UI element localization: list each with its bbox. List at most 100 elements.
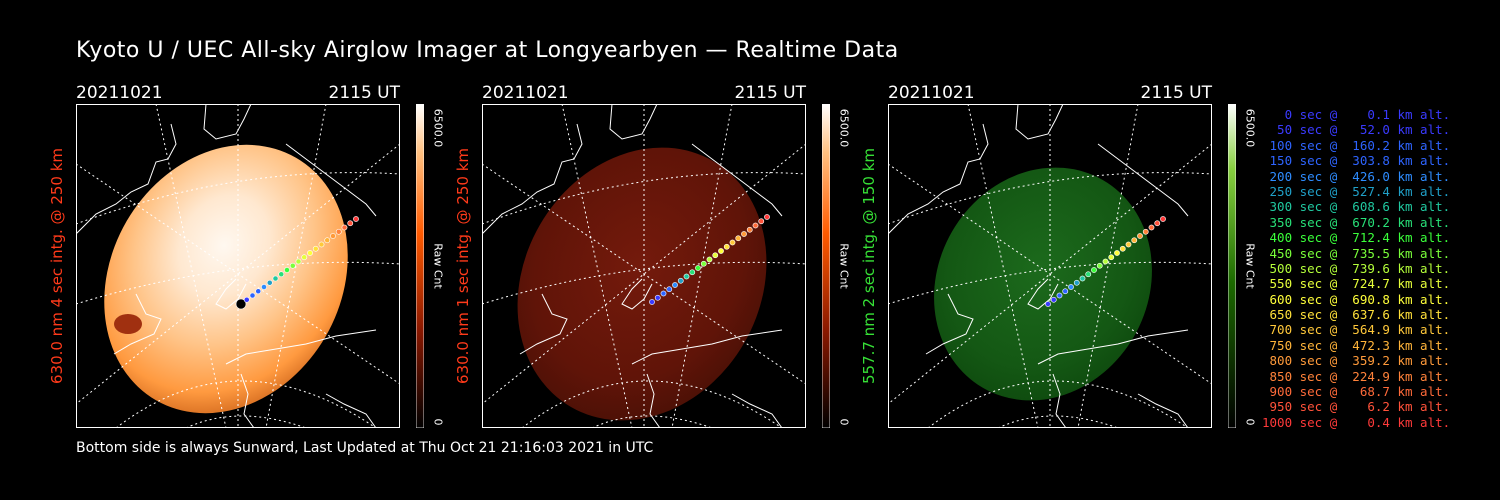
legend-entry: 400 sec @ 712.4 km alt. xyxy=(1262,230,1451,246)
panel-date: 20211021 xyxy=(76,83,163,103)
legend-entry: 450 sec @ 735.5 km alt. xyxy=(1262,245,1451,261)
legend-entry: 500 sec @ 739.6 km alt. xyxy=(1262,260,1451,276)
coastline xyxy=(888,123,989,235)
trajectory-point xyxy=(1160,216,1166,222)
trajectory-point xyxy=(318,241,325,248)
trajectory-point xyxy=(718,248,724,254)
latlon-grid-line xyxy=(76,163,400,385)
trajectory-point xyxy=(1142,228,1149,235)
legend-entry: 600 sec @ 690.8 km alt. xyxy=(1262,291,1451,307)
colorbar-min: 0 xyxy=(1243,418,1257,426)
image-panel-1: 20211021 2115 UT 630.0 nm 4 sec intg. @ 25… xyxy=(48,80,496,430)
trajectory-point xyxy=(243,296,250,303)
footer-note: Bottom side is always Sunward, Last Upda… xyxy=(76,440,654,456)
coastline xyxy=(691,143,783,217)
legend-entry: 950 sec @ 6.2 km alt. xyxy=(1262,399,1451,415)
trajectory-point xyxy=(1131,237,1138,244)
coastline xyxy=(285,143,377,217)
coastline xyxy=(646,373,661,428)
legend-entry: 200 sec @ 426.0 km alt. xyxy=(1262,168,1451,184)
latlon-grid-line xyxy=(521,380,783,428)
trajectory-point xyxy=(649,299,655,305)
legend-entry: 250 sec @ 527.4 km alt. xyxy=(1262,183,1451,199)
trajectory-point xyxy=(712,252,719,259)
coastline xyxy=(1015,104,1064,140)
allsky-image xyxy=(482,104,806,428)
legend-entry: 900 sec @ 68.7 km alt. xyxy=(1262,384,1451,400)
trajectory-point xyxy=(324,237,331,244)
legend-entry: 150 sec @ 303.8 km alt. xyxy=(1262,153,1451,169)
coastline xyxy=(240,373,255,428)
trajectory-point xyxy=(1148,224,1155,231)
trajectory-point xyxy=(1045,301,1051,307)
trajectory-point xyxy=(1108,254,1115,261)
dark-patch xyxy=(114,314,142,334)
trajectory-point xyxy=(700,260,707,267)
panel-ylabel-text: 630.0 nm 1 sec intg. @ 250 km xyxy=(454,147,472,385)
colorbar-gradient xyxy=(1228,104,1236,428)
trajectory-point xyxy=(1050,296,1057,303)
trajectory-point xyxy=(312,245,319,252)
coastline xyxy=(631,329,783,365)
coastline xyxy=(925,293,974,355)
trajectory-point xyxy=(1085,271,1092,278)
colorbar xyxy=(416,104,424,428)
latlon-grid-line xyxy=(997,415,1119,428)
trajectory-point xyxy=(1102,258,1109,265)
trajectory-point xyxy=(677,277,684,284)
trajectory-point xyxy=(758,218,765,225)
colorbar-labels: 6500.0 Raw Cnt 0 xyxy=(834,104,854,428)
trajectory-point xyxy=(235,298,247,310)
coastline xyxy=(225,329,377,365)
trajectory-point xyxy=(249,292,256,299)
trajectory-point xyxy=(266,279,273,286)
trajectory-point xyxy=(666,286,673,293)
colorbar-labels: 6500.0 Raw Cnt 0 xyxy=(1240,104,1260,428)
panel-time: 2115 UT xyxy=(1140,83,1213,103)
trajectory-point xyxy=(706,256,713,263)
coastline xyxy=(203,104,252,140)
latlon-grid-line xyxy=(927,380,1189,428)
trajectory-point xyxy=(689,269,696,276)
legend-entry: 800 sec @ 359.2 km alt. xyxy=(1262,353,1451,369)
page-title: Kyoto U / UEC All-sky Airglow Imager at … xyxy=(76,38,899,63)
coastline xyxy=(325,393,377,428)
trajectory-point xyxy=(255,288,262,295)
panel-ylabel: 630.0 nm 1 sec intg. @ 250 km xyxy=(452,104,474,428)
coastline xyxy=(731,393,783,428)
latlon-grid-line xyxy=(115,380,377,428)
trajectory-point xyxy=(1114,250,1120,256)
legend-entry: 750 sec @ 472.3 km alt. xyxy=(1262,337,1451,353)
colorbar-max: 6500.0 xyxy=(1243,108,1257,148)
colorbar-max: 6500.0 xyxy=(837,108,851,148)
latlon-grid-line xyxy=(967,104,1039,428)
trajectory-point xyxy=(1079,275,1086,282)
latlon-grid-line xyxy=(888,172,1212,225)
trajectory-point xyxy=(735,235,742,242)
trajectory-point xyxy=(1091,267,1097,273)
colorbar-label: Raw Cnt xyxy=(431,243,445,289)
trajectory-point xyxy=(289,262,296,269)
image-panel-2: 20211021 2115 UT 630.0 nm 1 sec intg. @ 25… xyxy=(454,80,902,430)
legend-entry: 850 sec @ 224.9 km alt. xyxy=(1262,368,1451,384)
legend-entry: 0 sec @ 0.1 km alt. xyxy=(1262,107,1451,122)
coastline xyxy=(1097,143,1189,217)
coastline xyxy=(482,123,583,235)
image-frame xyxy=(76,104,400,428)
trajectory-point xyxy=(335,228,342,235)
trajectory-point xyxy=(301,254,308,261)
trajectory-point xyxy=(1137,233,1143,239)
image-frame xyxy=(888,104,1212,428)
trajectory-point xyxy=(1068,284,1074,290)
legend-entry: 550 sec @ 724.7 km alt. xyxy=(1262,276,1451,292)
coastline xyxy=(609,104,658,140)
panel-time: 2115 UT xyxy=(734,83,807,103)
coastline xyxy=(215,278,247,310)
colorbar-gradient xyxy=(416,104,424,428)
trajectory-point xyxy=(1125,241,1132,248)
panel-ylabel-text: 557.7 nm 2 sec intg. @ 150 km xyxy=(860,147,878,385)
latlon-grid-line xyxy=(185,415,307,428)
trajectory-point xyxy=(341,224,348,231)
airglow-image-disc xyxy=(104,144,348,414)
trajectory-point xyxy=(660,290,667,297)
